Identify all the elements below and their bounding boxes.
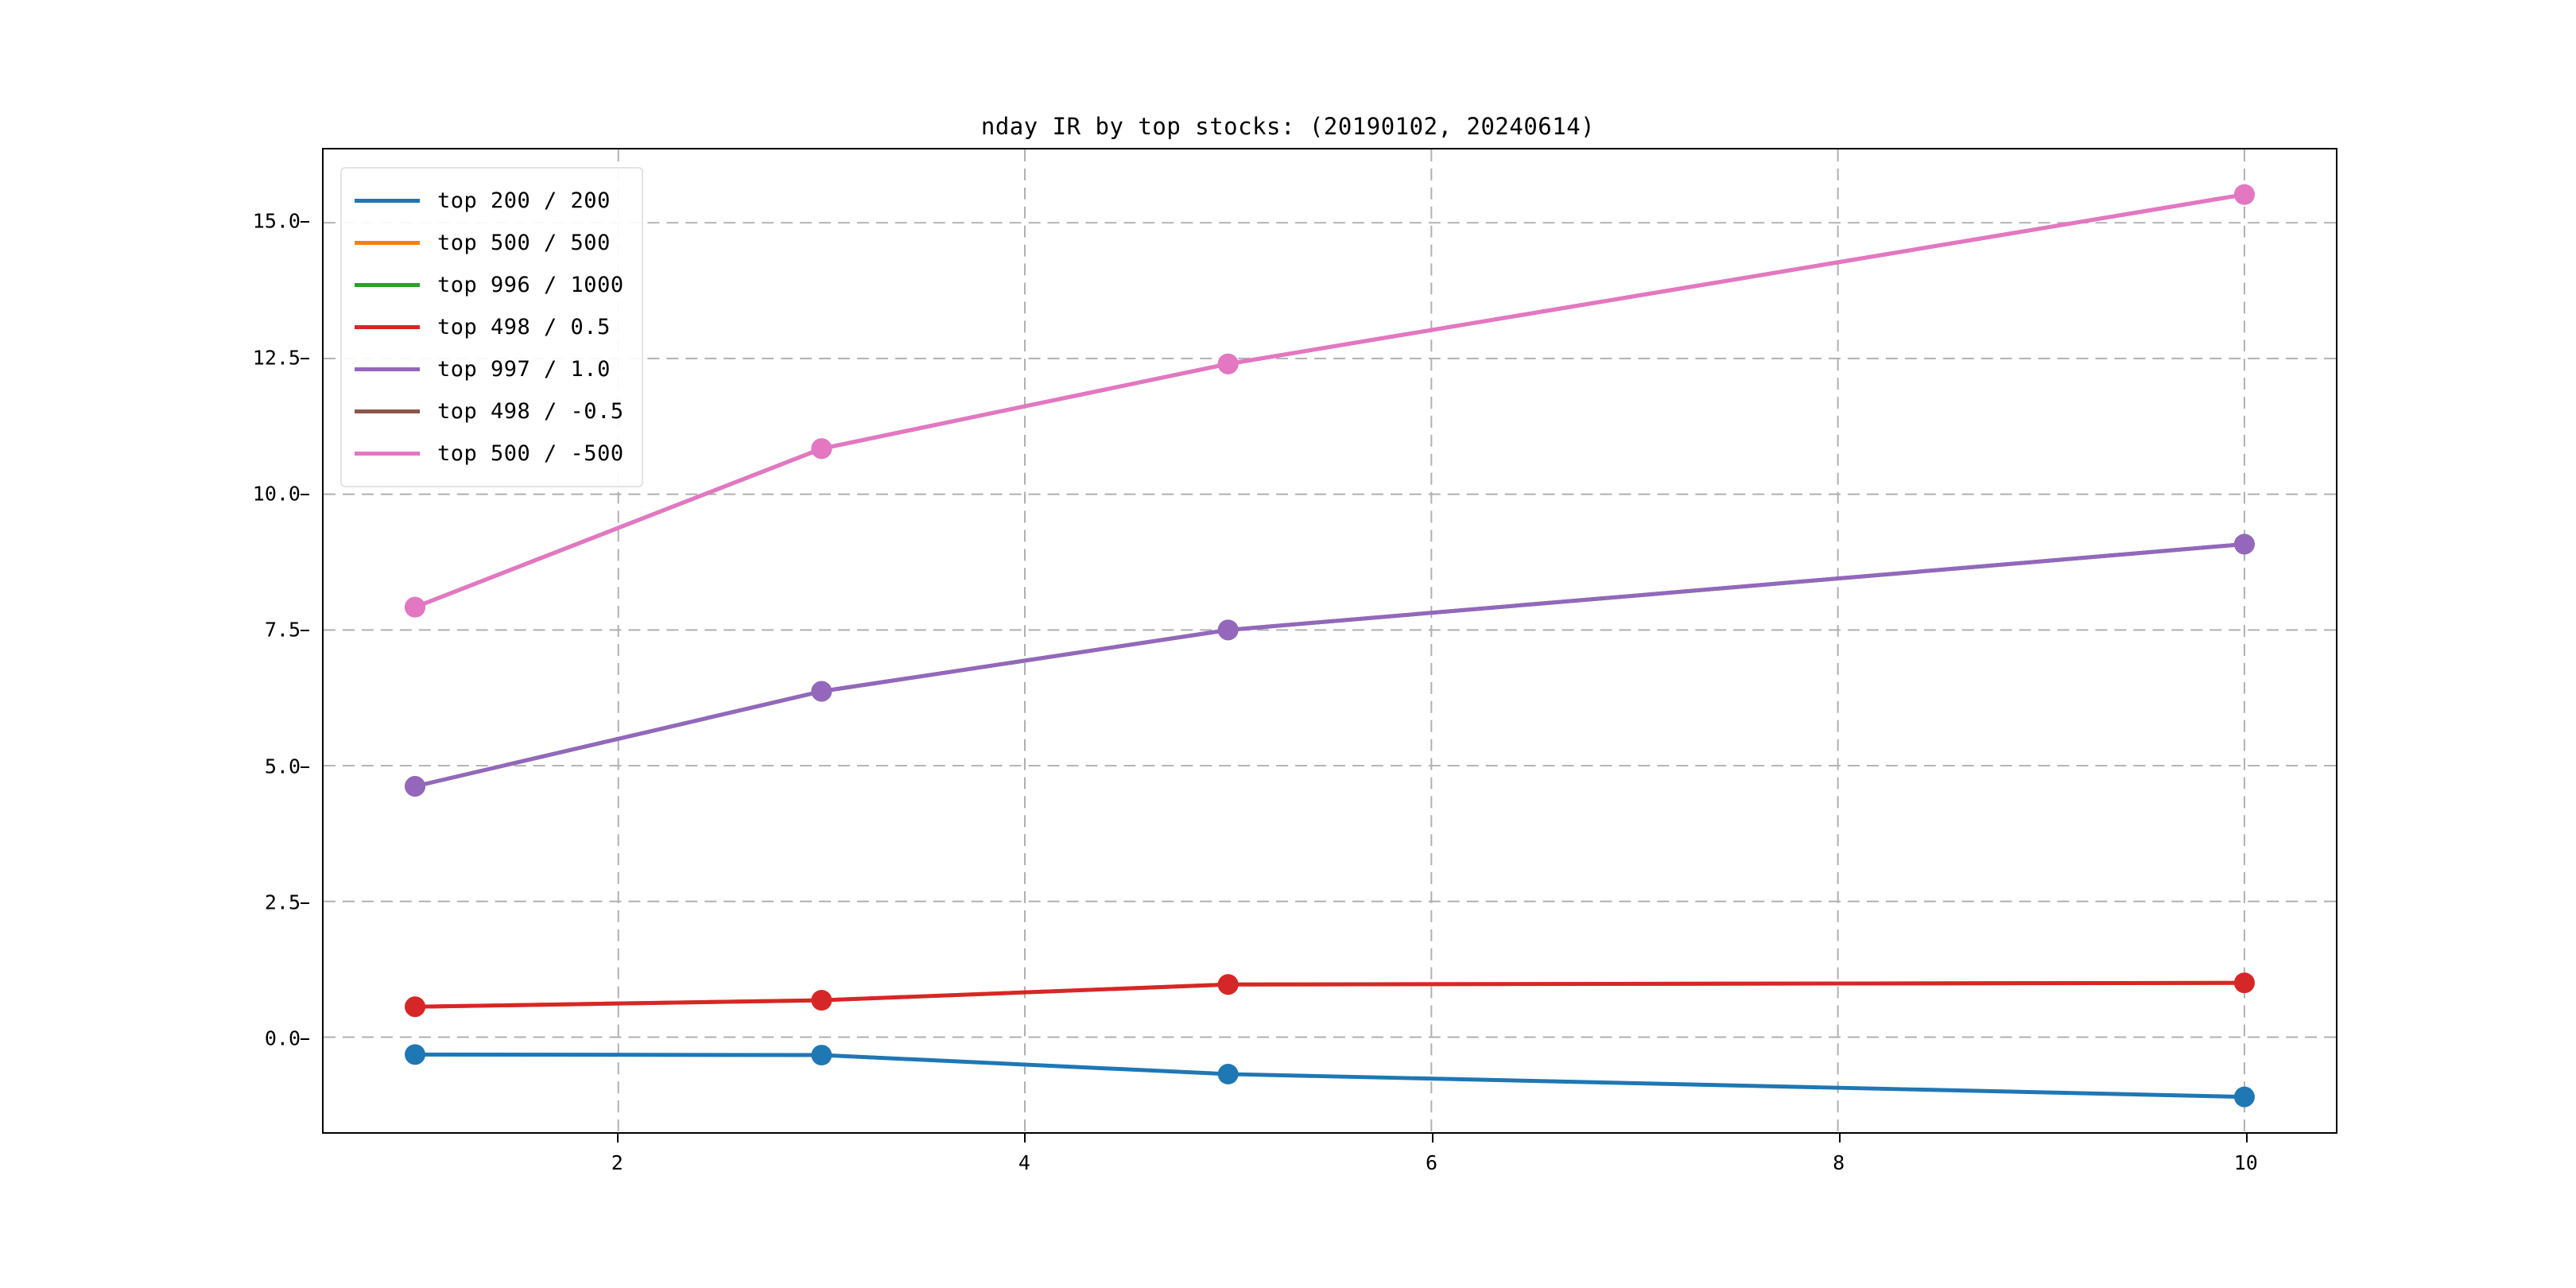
y-tick-mark [301, 630, 309, 632]
legend-item-2[interactable]: top 996 / 1000 [355, 264, 624, 306]
y-tick-label: 5.0 [264, 755, 301, 778]
data-point-marker [2233, 533, 2255, 555]
data-point-marker [2233, 1086, 2255, 1108]
legend-item-4[interactable]: top 997 / 1.0 [355, 348, 624, 390]
x-tick-mark [1838, 1134, 1841, 1143]
y-axis-tick-labels: 0.0 2.5 5.0 7.5 10.0 12.5 15.0 [183, 148, 309, 1134]
series-line [413, 541, 2247, 789]
legend-label: top 997 / 1.0 [437, 357, 611, 382]
y-tick-label: 7.5 [264, 618, 301, 642]
x-tick-label: 2 [611, 1151, 623, 1174]
legend-label: top 498 / 0.5 [437, 315, 611, 339]
legend-label: top 500 / -500 [437, 441, 624, 466]
legend-color-swatch [355, 199, 420, 203]
data-point-marker [1217, 974, 1239, 995]
data-series-layer [405, 184, 2255, 1108]
plot-area [322, 148, 2337, 1134]
data-point-marker [1217, 1063, 1239, 1084]
series-2 [405, 533, 2255, 797]
x-tick-label: 4 [1018, 1151, 1030, 1174]
series-1 [405, 972, 2255, 1018]
y-tick-label: 2.5 [264, 890, 301, 914]
grid-lines [324, 149, 2336, 1132]
series-5 [405, 184, 2255, 618]
data-point-marker [405, 996, 426, 1018]
legend-color-swatch [355, 367, 420, 371]
data-point-marker [811, 1045, 832, 1065]
data-point-marker [1217, 353, 1239, 374]
data-point-marker [811, 438, 832, 460]
y-tick-mark [301, 494, 309, 496]
series-3 [405, 972, 2255, 1018]
legend-item-6[interactable]: top 500 / -500 [355, 433, 624, 475]
legend-item-3[interactable]: top 498 / 0.5 [355, 306, 624, 348]
data-point-marker [2233, 184, 2255, 205]
legend-item-0[interactable]: top 200 / 200 [355, 180, 624, 222]
legend-color-swatch [355, 409, 420, 413]
x-tick-mark [1431, 1134, 1433, 1143]
y-tick-label: 15.0 [252, 209, 301, 233]
x-tick-label: 8 [1833, 1151, 1845, 1174]
legend-color-swatch [355, 283, 420, 287]
legend-label: top 500 / 500 [437, 231, 611, 255]
x-tick-mark [1024, 1134, 1026, 1143]
data-point-marker [405, 596, 426, 618]
x-tick-mark [2245, 1134, 2248, 1143]
series-line [413, 192, 2247, 610]
legend-label: top 200 / 200 [437, 188, 611, 213]
legend-color-swatch [355, 241, 420, 245]
legend-color-swatch [355, 325, 420, 329]
x-tick-label: 6 [1425, 1151, 1438, 1174]
x-tick-mark [617, 1134, 619, 1143]
y-tick-label: 0.0 [264, 1026, 301, 1050]
series-line [413, 192, 2247, 610]
data-point-marker [811, 990, 832, 1011]
series-line [413, 980, 2247, 1009]
series-0 [405, 1044, 2255, 1108]
data-point-marker [1217, 619, 1239, 641]
legend-label: top 996 / 1000 [437, 273, 624, 297]
y-tick-mark [301, 1038, 309, 1041]
chart-title: nday IR by top stocks: (20190102, 202406… [980, 113, 1596, 140]
legend-item-1[interactable]: top 500 / 500 [355, 222, 624, 264]
legend-item-5[interactable]: top 498 / -0.5 [355, 390, 624, 433]
x-axis-tick-labels: 2 4 6 8 10 [322, 1134, 2337, 1183]
y-tick-mark [301, 766, 309, 768]
data-point-marker [405, 776, 426, 797]
data-point-marker [811, 681, 832, 702]
series-4 [405, 533, 2255, 797]
y-tick-mark [301, 357, 309, 359]
legend-label: top 498 / -0.5 [437, 399, 624, 424]
data-point-marker [405, 1044, 426, 1065]
data-point-marker [2233, 972, 2255, 994]
series-line [413, 541, 2247, 789]
chart-legend[interactable]: top 200 / 200 top 500 / 500 top 996 / 1000… [340, 167, 643, 487]
x-tick-label: 10 [2233, 1151, 2258, 1174]
series-line [413, 1052, 2247, 1100]
y-tick-label: 10.0 [252, 482, 301, 506]
y-tick-label: 12.5 [252, 346, 301, 370]
series-6 [405, 184, 2255, 618]
legend-color-swatch [355, 452, 420, 456]
y-tick-mark [301, 902, 309, 904]
y-tick-mark [301, 221, 309, 223]
